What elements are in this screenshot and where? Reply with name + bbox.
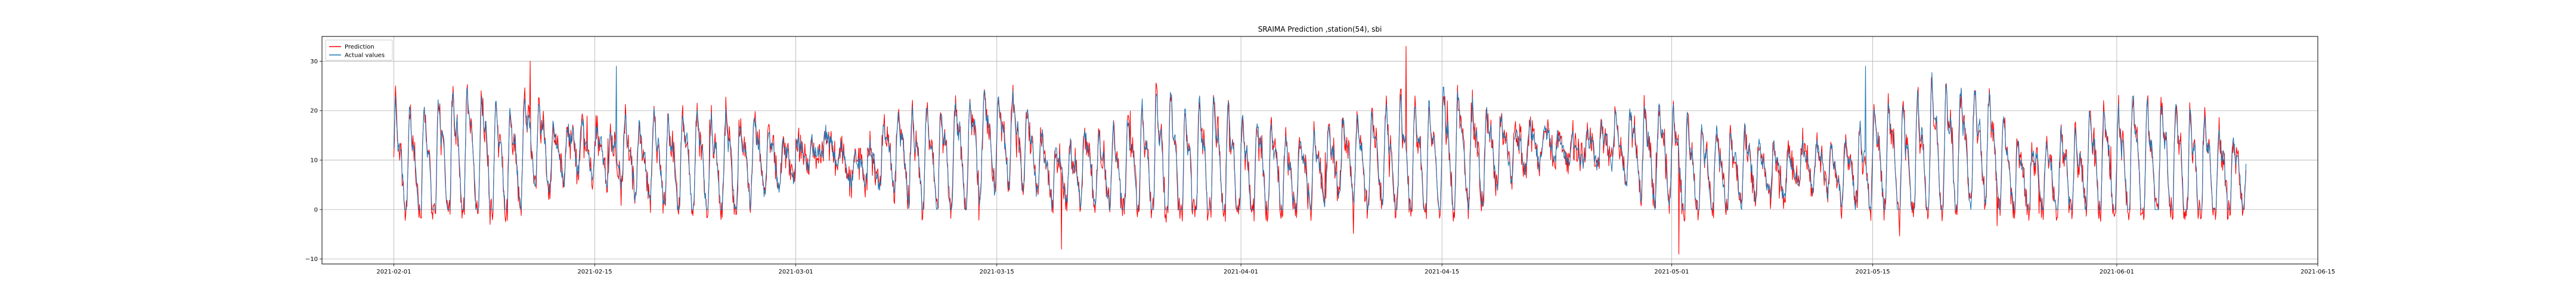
y-tick-label: 20 [310, 108, 318, 115]
x-tick-label: 2021-05-15 [1855, 269, 1890, 275]
y-tick-label: −10 [305, 256, 318, 263]
legend-label: Prediction [345, 44, 374, 51]
legend-box [325, 39, 393, 61]
x-tick-label: 2021-02-01 [376, 269, 411, 275]
legend: Prediction Actual values [325, 39, 393, 61]
legend-label: Actual values [345, 53, 385, 59]
y-tick-label: 30 [310, 59, 318, 65]
axes: 2021-02-01 2021-02-15 2021-03-01 2021-03-15… [305, 59, 2335, 275]
x-tick-label: 2021-06-01 [2100, 269, 2134, 275]
x-tick-label: 2021-03-01 [779, 269, 813, 275]
y-tick-label: 10 [310, 158, 318, 164]
chart-title: SRAIMA Prediction ,station(54), sbi [1258, 25, 1382, 33]
x-tick-label: 2021-02-15 [577, 269, 612, 275]
series-actual-values-line [393, 66, 2247, 210]
y-tick-label: 0 [314, 207, 318, 213]
plot-frame [321, 36, 2318, 265]
series-group [393, 46, 2247, 254]
x-tick-label: 2021-06-15 [2301, 269, 2335, 275]
x-tick-label: 2021-04-15 [1425, 269, 1459, 275]
series-prediction-line [393, 46, 2247, 254]
x-tick-label: 2021-04-01 [1224, 269, 1258, 275]
x-tick-label: 2021-03-15 [980, 269, 1014, 275]
x-tick-label: 2021-05-01 [1654, 269, 1689, 275]
